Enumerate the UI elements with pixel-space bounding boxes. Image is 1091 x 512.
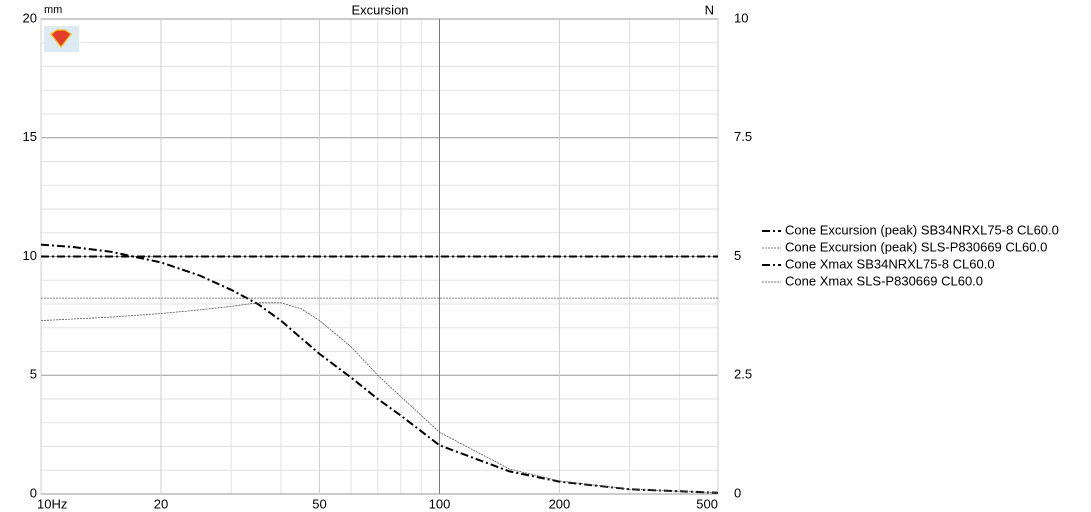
y2-tick-label: 2.5 [734, 367, 752, 382]
y2-tick-label: 5 [734, 248, 741, 263]
legend-label: Cone Excursion (peak) SB34NRXL75-8 CL60.… [785, 222, 1059, 237]
x-tick-label: 10Hz [37, 496, 67, 511]
y2-axis-unit: N [705, 2, 714, 17]
series-line [40, 243, 719, 494]
y-tick-label: 15 [23, 129, 37, 144]
x-tick-label: 500 [696, 496, 718, 511]
x-tick-label: 100 [429, 496, 451, 511]
x-tick-label: 200 [549, 496, 571, 511]
x-tick-label: 20 [154, 496, 168, 511]
legend-label: Cone Excursion (peak) SLS-P830669 CL60.0 [785, 239, 1047, 254]
y2-tick-label: 10 [734, 10, 748, 25]
legend-label: Cone Xmax SLS-P830669 CL60.0 [785, 273, 983, 288]
y-tick-label: 5 [30, 367, 37, 382]
y-tick-label: 10 [23, 248, 37, 263]
x-tick-label: 50 [312, 496, 326, 511]
chart-title: Excursion [351, 2, 408, 17]
legend-label: Cone Xmax SB34NRXL75-8 CL60.0 [785, 256, 995, 271]
y-tick-label: 20 [23, 10, 37, 25]
y-tick-label: 0 [30, 485, 37, 500]
logo [44, 26, 79, 52]
y2-tick-label: 0 [734, 485, 741, 500]
y2-tick-label: 7.5 [734, 129, 752, 144]
series-line [40, 302, 719, 494]
y-axis-unit: mm [44, 4, 62, 16]
